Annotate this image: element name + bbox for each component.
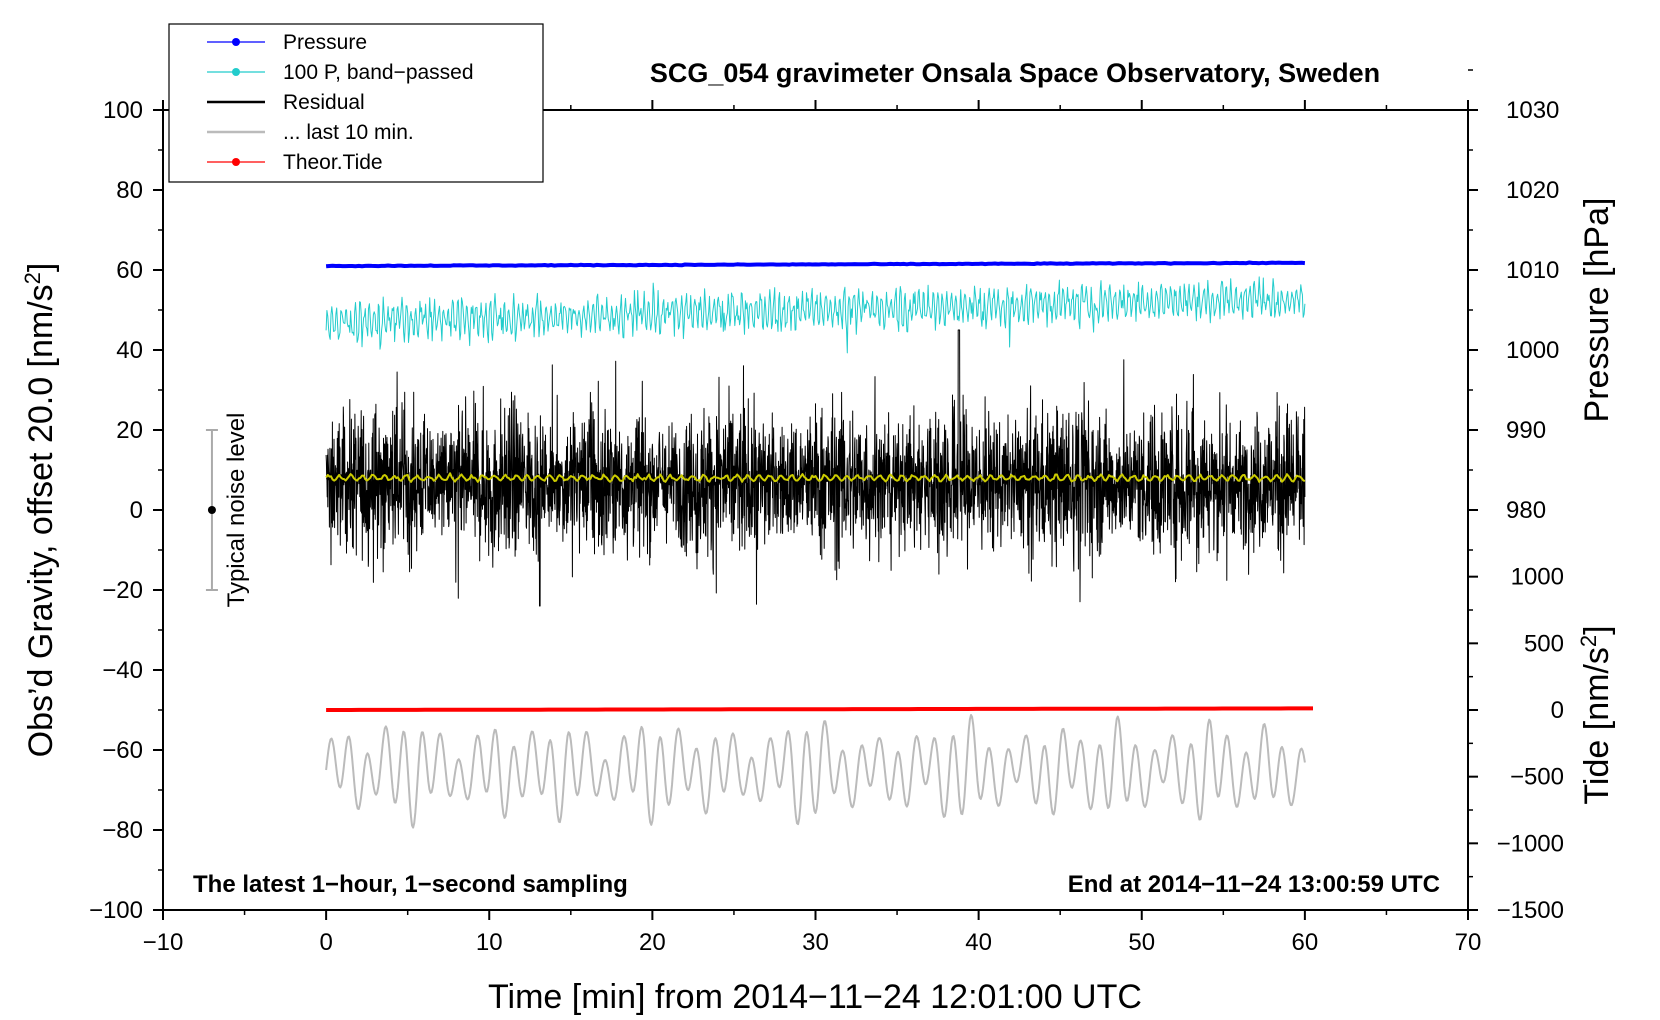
series-residual	[325, 329, 1306, 607]
legend-label: Theor.Tide	[283, 151, 383, 174]
legend-label: 100 P, band−passed	[283, 61, 474, 84]
x-tick-label: 0	[319, 929, 332, 956]
series-residual-smoothed	[325, 472, 1306, 483]
legend-marker	[232, 158, 240, 166]
tide-tick-label: 0	[1551, 697, 1564, 724]
y-axis-tide: −1500 −1000 −500 0 500 1000	[1468, 564, 1564, 924]
tide-tick-label: 500	[1524, 630, 1564, 657]
series-pressure-bandpassed	[325, 276, 1306, 354]
y-axis-pressure: 980 990 1000 1010 1020 1030	[1468, 69, 1559, 551]
noise-level-label: Typical noise level	[223, 413, 250, 608]
annotation-sampling: The latest 1−hour, 1−second sampling	[193, 871, 628, 898]
pressure-axis-title: Pressure [hPa]	[1578, 198, 1616, 423]
x-tick-label: 30	[802, 929, 829, 956]
pressure-tick-label: 1010	[1506, 257, 1559, 284]
y-tick-label: 0	[130, 497, 143, 524]
y-axis-title-base: Obs’d Gravity, offset 20.0 [nm/s	[22, 284, 60, 757]
y-tick-label: −20	[102, 577, 143, 604]
pressure-tick-label: 990	[1506, 417, 1546, 444]
noise-bar-center	[207, 506, 216, 514]
tide-axis-title-end: ]	[1578, 625, 1616, 634]
y-tick-label: −100	[89, 897, 143, 924]
x-tick-label: 10	[476, 929, 503, 956]
legend: Pressure 100 P, band−passed Residual ... la…	[168, 23, 544, 183]
pressure-tick-label: 1000	[1506, 337, 1559, 364]
legend-label: Pressure	[283, 31, 367, 54]
y-tick-label: 80	[116, 177, 143, 204]
y-tick-label: 100	[103, 97, 143, 124]
tide-tick-label: −500	[1510, 764, 1564, 791]
legend-marker	[232, 68, 240, 76]
legend-label: ... last 10 min.	[283, 121, 414, 144]
x-tick-label: −10	[143, 929, 184, 956]
y-axis-left: −100 −80 −60 −40 −20 0 20 40 60 80 100	[89, 97, 163, 924]
y-tick-label: 60	[116, 257, 143, 284]
x-axis: −10 0 10 20 30 40 50 60 70	[143, 100, 1482, 956]
y-tick-label: 20	[116, 417, 143, 444]
legend-label: Residual	[283, 91, 365, 114]
x-tick-label: 60	[1292, 929, 1319, 956]
legend-marker	[232, 38, 240, 46]
y-tick-label: 40	[116, 337, 143, 364]
y-tick-label: −60	[102, 737, 143, 764]
tide-axis-title-base: Tide [nm/s	[1578, 647, 1616, 804]
series-last-10-min	[325, 714, 1306, 829]
tide-axis-title: Tide [nm/s2]	[1576, 625, 1617, 804]
x-tick-label: 40	[965, 929, 992, 956]
x-axis-title: Time [min] from 2014−11−24 12:01:00 UTC	[488, 978, 1142, 1016]
x-tick-label: 70	[1455, 929, 1482, 956]
annotation-end-time: End at 2014−11−24 13:00:59 UTC	[1068, 871, 1440, 898]
x-tick-label: 20	[639, 929, 666, 956]
tide-tick-label: −1500	[1497, 897, 1564, 924]
y-axis-title: Obs’d Gravity, offset 20.0 [nm/s2]	[20, 263, 61, 758]
y-axis-title-end: ]	[22, 263, 60, 272]
tide-tick-label: 1000	[1511, 564, 1564, 591]
series-pressure	[325, 260, 1306, 269]
y-tick-label: −80	[102, 817, 143, 844]
series-theor-tide	[326, 706, 1313, 712]
series-layer	[325, 260, 1313, 829]
tide-tick-label: −1000	[1497, 830, 1564, 857]
pressure-tick-label: 980	[1506, 497, 1546, 524]
noise-level-bar	[205, 429, 218, 591]
x-tick-label: 50	[1128, 929, 1155, 956]
pressure-tick-label: 1030	[1506, 97, 1559, 124]
y-tick-label: −40	[102, 657, 143, 684]
pressure-tick-label: 1020	[1506, 177, 1559, 204]
tide-axis-title-sup: 2	[1576, 635, 1601, 647]
y-axis-title-sup: 2	[20, 272, 45, 284]
chart-title: SCG_054 gravimeter Onsala Space Observat…	[650, 58, 1380, 88]
